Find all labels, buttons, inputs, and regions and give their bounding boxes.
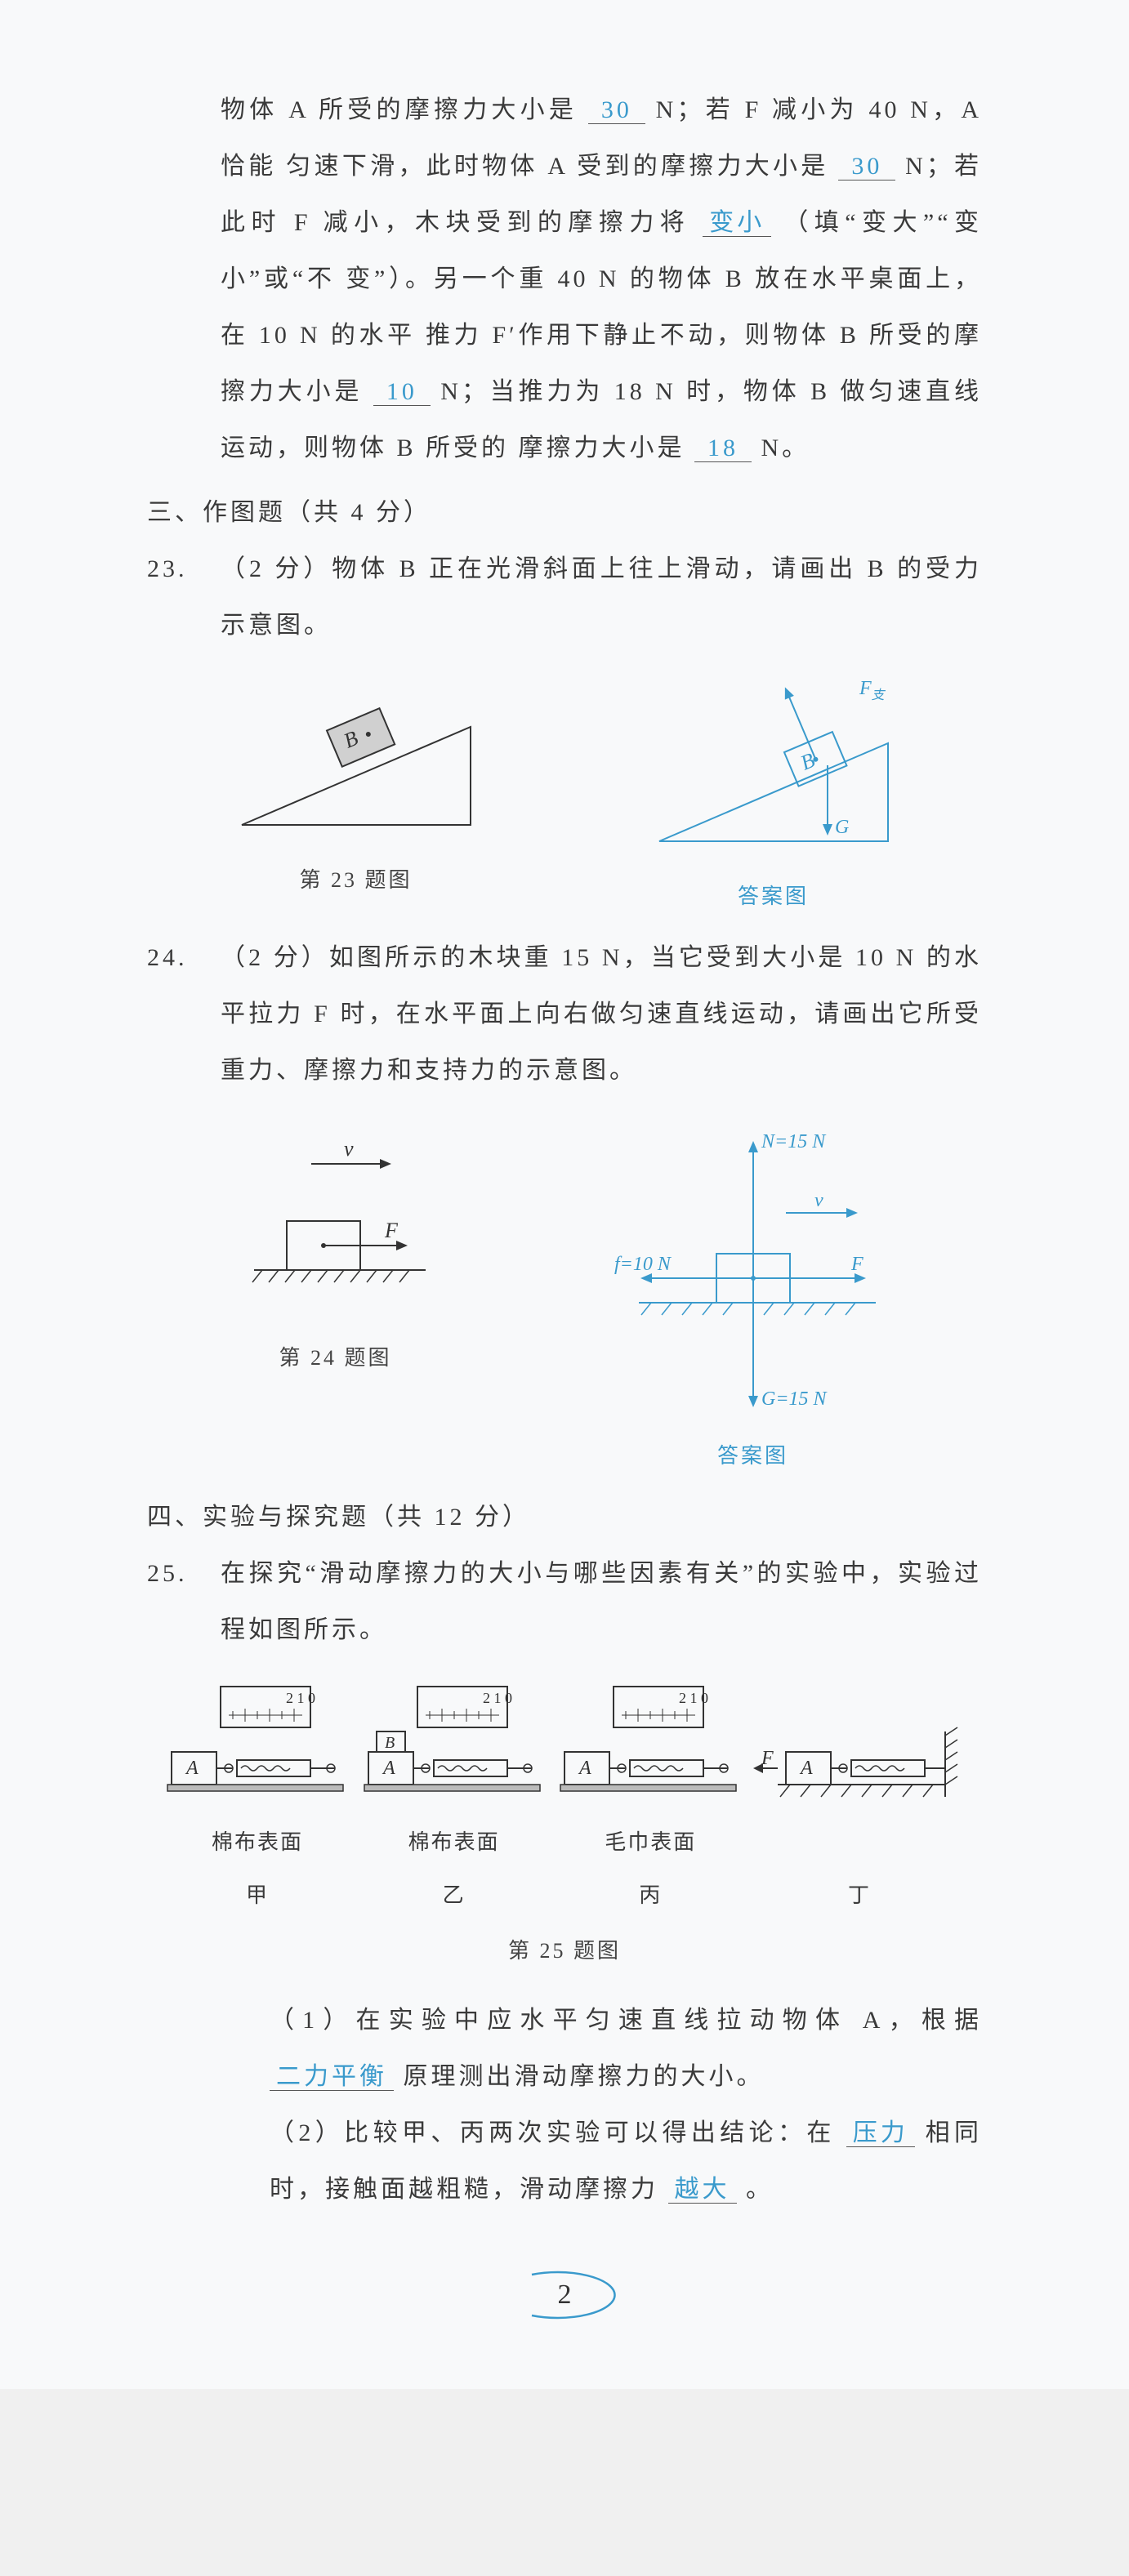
q25-setup-ding: F A [753, 1682, 966, 1921]
q22-ans5: 18 [694, 435, 752, 462]
q24: 24. （2 分）如图所示的木块重 15 N，当它受到大小是 10 N 的水平拉… [147, 929, 982, 1099]
q25-setup-yi: 2 1 0 B A 棉布表面 [360, 1682, 548, 1921]
surface-label: 棉布表面 [408, 1818, 500, 1867]
setup-id: 甲 [246, 1871, 269, 1920]
svg-text:A: A [799, 1758, 813, 1779]
section4-heading: 四、实验与探究题（共 12 分） [147, 1489, 982, 1545]
q25-text: 在探究“滑动摩擦力的大小与哪些因素有关”的实验中，实验过程如图所示。 [221, 1545, 982, 1658]
surface-label [856, 1818, 863, 1867]
q22-ans4: 10 [373, 378, 431, 406]
svg-text:v: v [814, 1190, 823, 1211]
exp-diagram-yi: 2 1 0 B A [360, 1682, 548, 1813]
q23-ans-caption: 答案图 [738, 872, 809, 921]
q24-ans-caption: 答案图 [717, 1432, 788, 1481]
svg-text:v: v [344, 1137, 354, 1161]
q25-sub1: （1）在实验中应水平匀速直线拉动物体 A，根据 二力平衡 原理测出滑动摩擦力的大… [147, 1992, 982, 2105]
page: 物体 A 所受的摩擦力大小是 30 N；若 F 减小为 40 N，A 恰能 匀速… [0, 0, 1129, 2389]
q23-text: （2 分）物体 B 正在光滑斜面上往上滑动，请画出 B 的受力示意图。 [221, 541, 982, 653]
q24-question-figure: v F 第 24 题图 [213, 1115, 458, 1481]
page-number-wrap: 2 [147, 2266, 982, 2324]
q25-fig-caption: 第 25 题图 [147, 1927, 982, 1976]
q24-fig-caption: 第 24 题图 [279, 1334, 391, 1383]
q23-question-figure: B 第 23 题图 [217, 670, 495, 921]
q25-figures: 2 1 0 A 棉布表面 [147, 1682, 982, 1921]
q23-fig-caption: 第 23 题图 [299, 856, 412, 905]
text: N。 [761, 435, 810, 461]
svg-text:A: A [578, 1758, 591, 1779]
q25-setup-bing: 2 1 0 A 毛巾表面 丙 [556, 1682, 744, 1921]
svg-text:2 1 0: 2 1 0 [286, 1690, 315, 1706]
svg-text:2 1 0: 2 1 0 [679, 1690, 708, 1706]
svg-text:A: A [382, 1758, 395, 1779]
block-diagram: v F [213, 1115, 458, 1327]
text: 摩擦力大小是 [519, 435, 685, 461]
page-number-oval: 2 [491, 2266, 638, 2324]
text: 原理测出滑动摩擦力的大小。 [404, 2063, 765, 2090]
exp-diagram-bing: 2 1 0 A [556, 1682, 744, 1813]
q22-ans2: 30 [838, 153, 895, 180]
q25-sub2-ans2: 越大 [668, 2176, 737, 2204]
text: （1）在实验中应水平匀速直线拉动物体 A，根据 [270, 2007, 982, 2034]
svg-text:A: A [185, 1758, 199, 1779]
block-answer-diagram: N=15 N v F f=10 N [590, 1115, 917, 1425]
q22-ans1: 30 [588, 96, 645, 124]
q24-figures: v F 第 24 题图 [147, 1115, 982, 1481]
q24-answer-figure: N=15 N v F f=10 N [590, 1115, 917, 1481]
svg-text:F支: F支 [859, 678, 886, 702]
exp-diagram-jia: 2 1 0 A [163, 1682, 351, 1813]
svg-text:2 1 0: 2 1 0 [483, 1690, 512, 1706]
q23: 23. （2 分）物体 B 正在光滑斜面上往上滑动，请画出 B 的受力示意图。 [147, 541, 982, 653]
q24-text: （2 分）如图所示的木块重 15 N，当它受到大小是 10 N 的水平拉力 F … [221, 929, 982, 1099]
q23-number: 23. [147, 541, 221, 653]
q22-ans3: 变小 [703, 209, 771, 237]
q25-sub1-ans: 二力平衡 [270, 2063, 394, 2091]
section3-heading: 三、作图题（共 4 分） [147, 484, 982, 541]
q25-sub2-ans1: 压力 [846, 2119, 915, 2147]
q25-sub2: （2）比较甲、丙两次实验可以得出结论：在 压力 相同时，接触面越粗糙，滑动摩擦力… [147, 2105, 982, 2217]
setup-id: 丁 [848, 1871, 871, 1920]
q23-answer-figure: B G F支 答案图 [635, 670, 913, 921]
svg-text:F: F [384, 1219, 399, 1242]
surface-label: 棉布表面 [212, 1818, 303, 1867]
svg-text:G=15 N: G=15 N [761, 1388, 828, 1410]
text: 匀速下滑，此时物体 A 受到的摩擦力大小是 [286, 153, 828, 180]
text: 减小，木块受到的摩擦力将 [324, 209, 691, 236]
q25-number: 25. [147, 1545, 221, 1658]
q25: 25. 在探究“滑动摩擦力的大小与哪些因素有关”的实验中，实验过程如图所示。 [147, 1545, 982, 1658]
svg-text:B: B [385, 1734, 395, 1752]
page-number-text: 2 [558, 2280, 572, 2310]
exp-diagram-ding: F A [753, 1682, 966, 1813]
text: 物体 A 所受的摩擦力大小是 [221, 96, 578, 123]
text: 。 [746, 2176, 774, 2203]
surface-label: 毛巾表面 [605, 1818, 696, 1867]
q25-setup-jia: 2 1 0 A 棉布表面 [163, 1682, 351, 1921]
incline-diagram: B [217, 670, 495, 849]
text: （2）比较甲、丙两次实验可以得出结论：在 [270, 2119, 836, 2146]
q22-continuation: 物体 A 所受的摩擦力大小是 30 N；若 F 减小为 40 N，A 恰能 匀速… [147, 82, 982, 476]
incline-answer-diagram: B G F支 [635, 670, 913, 866]
svg-text:f=10 N: f=10 N [614, 1254, 672, 1275]
setup-id: 乙 [443, 1871, 466, 1920]
svg-text:N=15 N: N=15 N [761, 1131, 827, 1152]
svg-text:G: G [835, 817, 849, 838]
q24-number: 24. [147, 929, 221, 1099]
svg-text:F: F [850, 1254, 863, 1275]
q23-figures: B 第 23 题图 B [147, 670, 982, 921]
setup-id: 丙 [639, 1871, 662, 1920]
